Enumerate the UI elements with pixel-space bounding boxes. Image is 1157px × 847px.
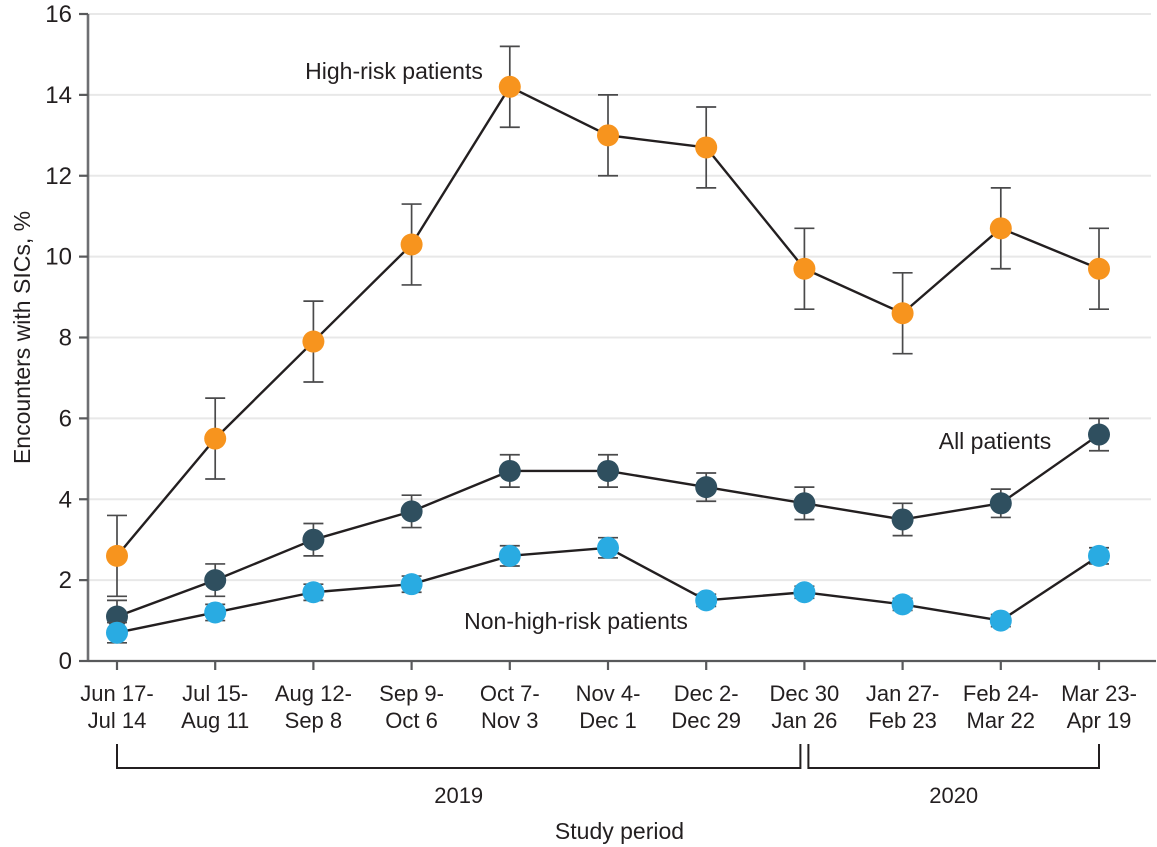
x-tick-label-line2: Sep 8 [285,708,343,733]
year-label: 2020 [929,783,978,808]
data-point-all-patients [891,508,914,531]
data-point-non-high-risk-patients [498,544,521,567]
x-tick-label-line2: Dec 1 [579,708,636,733]
year-label: 2019 [434,783,483,808]
data-point-non-high-risk-patients [793,581,816,604]
data-point-high-risk-patients [989,217,1012,240]
data-point-non-high-risk-patients [597,536,619,559]
data-point-all-patients [793,492,816,515]
x-tick-label-line1: Mar 23- [1061,681,1137,706]
x-axis-title: Study period [555,818,684,844]
data-point-non-high-risk-patients [106,621,128,644]
year-bracket [807,744,1100,769]
x-tick-label-line2: Feb 23 [868,708,937,733]
data-point-high-risk-patients [302,330,325,353]
x-tick-label-line1: Jun 17- [80,681,153,706]
x-tick-label-line1: Nov 4- [576,681,641,706]
data-point-non-high-risk-patients [400,573,423,596]
data-point-non-high-risk-patients [1088,544,1110,567]
data-point-high-risk-patients [498,75,521,98]
x-tick-label-line2: Mar 22 [967,708,1035,733]
year-bracket [116,744,802,769]
series-label: All patients [939,428,1052,454]
x-tick-label-line1: Sep 9- [379,681,444,706]
data-point-high-risk-patients [400,233,423,256]
data-point-all-patients [400,500,423,523]
data-point-non-high-risk-patients [695,589,718,612]
data-point-all-patients [302,528,325,551]
data-point-non-high-risk-patients [204,601,227,624]
data-point-all-patients [498,459,521,482]
y-tick-label: 12 [45,163,72,190]
data-point-high-risk-patients [106,544,128,567]
y-tick-label: 6 [59,405,72,432]
x-tick-label-line1: Oct 7- [480,681,540,706]
x-tick-label-line1: Jan 27- [866,681,939,706]
data-point-all-patients [204,569,227,592]
series-label: Non-high-risk patients [464,608,688,634]
y-tick-label: 2 [59,567,72,594]
series-label: High-risk patients [305,58,483,84]
y-tick-label: 4 [59,486,72,513]
data-point-all-patients [695,476,718,499]
data-point-high-risk-patients [793,257,816,280]
y-tick-label: 14 [45,82,72,109]
y-tick-label: 10 [45,244,72,271]
x-tick-label-line1: Aug 12- [275,681,352,706]
data-point-all-patients [1088,423,1110,446]
data-point-high-risk-patients [695,136,718,159]
x-tick-label-line2: Jan 26 [771,708,837,733]
y-axis-title: Encounters with SICs, % [9,211,35,464]
x-tick-label-line2: Dec 29 [671,708,741,733]
x-tick-label-line1: Dec 2- [674,681,739,706]
x-tick-label-line1: Jul 15- [182,681,248,706]
data-point-high-risk-patients [891,302,914,325]
data-point-non-high-risk-patients [989,609,1012,632]
y-tick-label: 0 [59,648,72,675]
data-point-all-patients [989,492,1012,515]
x-tick-label-line2: Apr 19 [1067,708,1132,733]
x-tick-label-line2: Nov 3 [481,708,538,733]
data-point-high-risk-patients [1088,257,1110,280]
y-tick-label: 16 [45,1,72,28]
data-point-non-high-risk-patients [891,593,914,616]
x-tick-label-line2: Oct 6 [385,708,438,733]
data-point-non-high-risk-patients [302,581,325,604]
y-tick-label: 8 [59,325,72,352]
x-tick-label-line2: Aug 11 [181,708,249,733]
data-point-all-patients [597,459,619,482]
x-tick-label-line1: Dec 30 [770,681,840,706]
data-point-high-risk-patients [204,427,227,450]
data-point-high-risk-patients [597,124,619,147]
x-tick-label-line2: Jul 14 [88,708,147,733]
x-tick-label-line1: Feb 24- [963,681,1039,706]
